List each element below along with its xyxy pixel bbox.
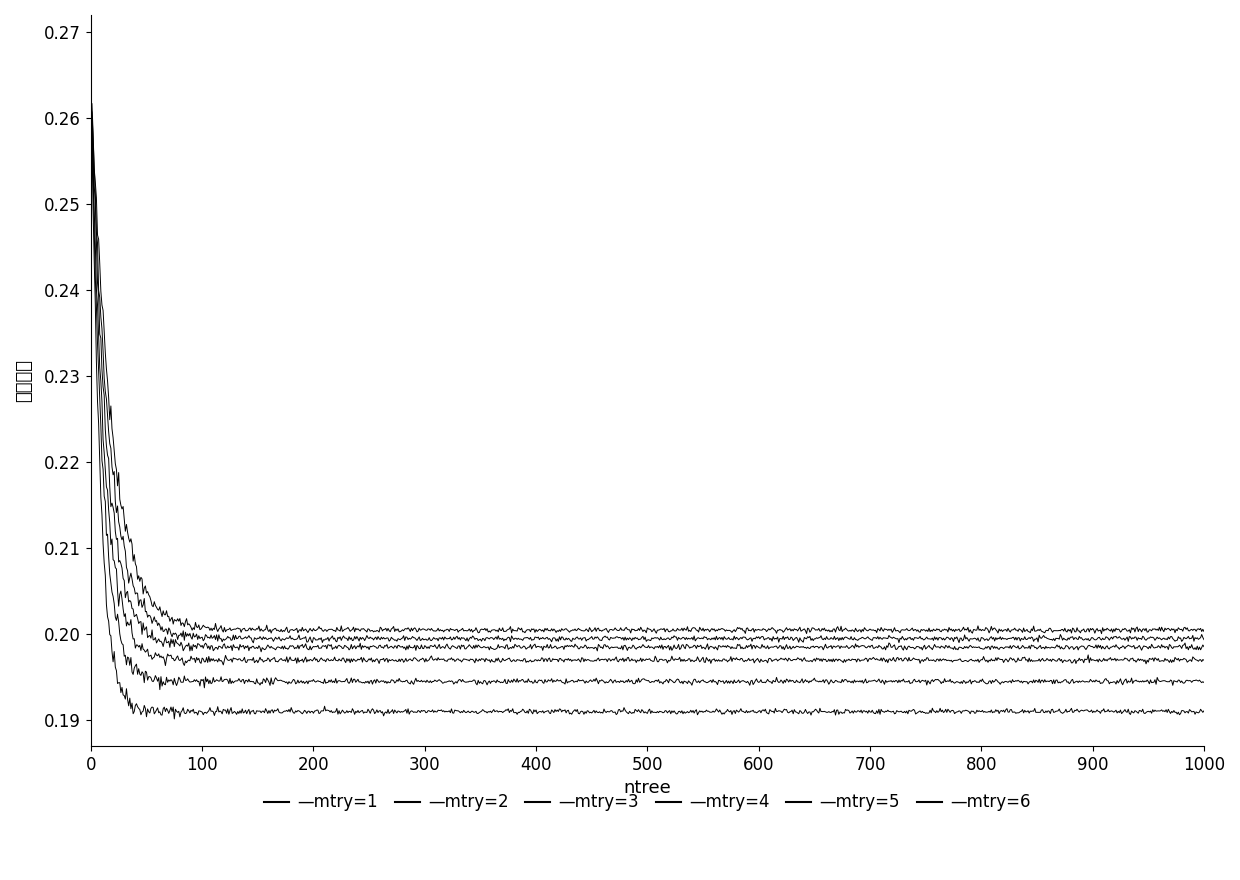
Legend: —mtry=1, —mtry=2, —mtry=3, —mtry=4, —mtry=5, —mtry=6: —mtry=1, —mtry=2, —mtry=3, —mtry=4, —mtr…	[258, 787, 1038, 818]
Y-axis label: 袋外误差: 袋外误差	[15, 359, 33, 402]
X-axis label: ntree: ntree	[624, 780, 671, 797]
